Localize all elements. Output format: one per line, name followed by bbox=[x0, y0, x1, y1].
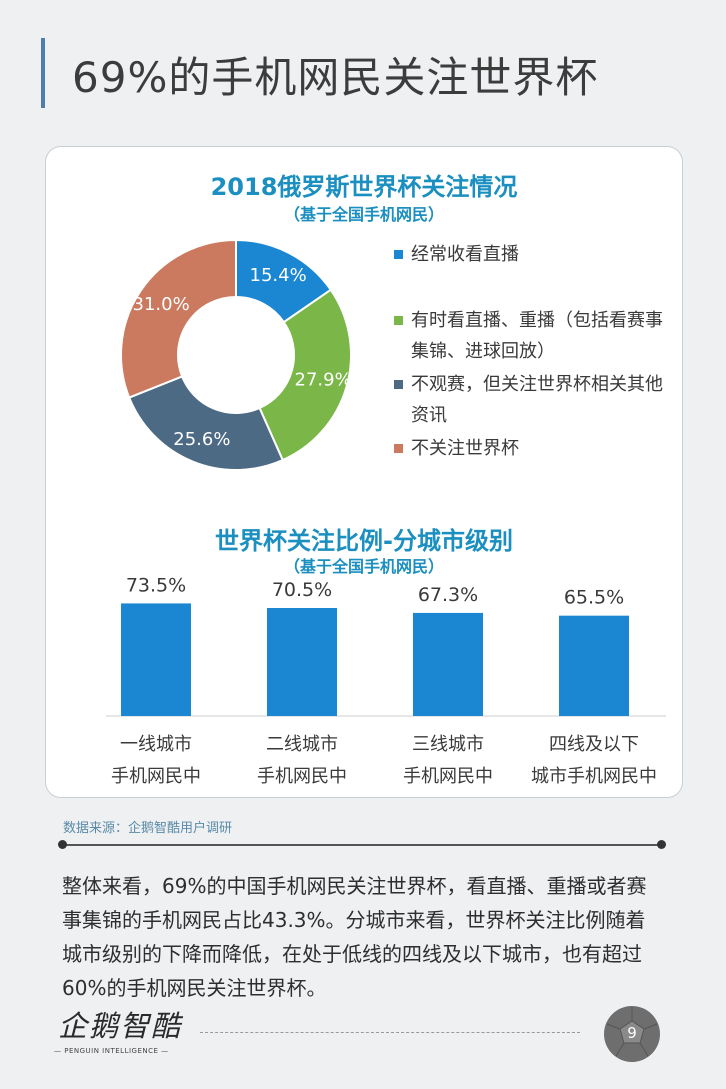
bar-2 bbox=[413, 612, 483, 716]
pie-slice-2 bbox=[127, 375, 285, 471]
footer-dashed-line bbox=[200, 1032, 580, 1033]
pie-slice-label-0: 15.4% bbox=[250, 265, 307, 286]
x-tick-label-1-0: 二线城市 bbox=[266, 734, 338, 755]
divider-line bbox=[62, 844, 662, 846]
logo-subtitle: — PENGUIN INTELLIGENCE — bbox=[54, 1047, 169, 1055]
bar-3 bbox=[559, 615, 629, 716]
pie-slice-label-1: 27.9% bbox=[295, 370, 352, 391]
pie-chart-subtitle: （基于全国手机网民） bbox=[283, 205, 444, 224]
page-number-badge: 9 bbox=[602, 1004, 662, 1064]
x-tick-label-3-1: 城市手机网民中 bbox=[531, 766, 657, 787]
logo-text: 企鹅智酷 bbox=[58, 1009, 183, 1043]
legend-item-2: 不观赛，但关注世界杯相关其他资讯 bbox=[394, 369, 664, 431]
x-tick-label-2-1: 手机网民中 bbox=[403, 766, 493, 787]
donut-chart: 15.4% 27.9% 25.6% 31.0% bbox=[120, 239, 352, 471]
legend-swatch bbox=[394, 316, 403, 325]
data-source: 数据来源：企鹅智酷用户调研 bbox=[63, 821, 233, 836]
legend-swatch bbox=[394, 380, 403, 389]
legend-item-3: 不关注世界杯 bbox=[394, 433, 664, 464]
bar-value-label-1: 70.5% bbox=[272, 579, 332, 601]
bar-chart-title: 世界杯关注比例-分城市级别 bbox=[215, 527, 513, 555]
legend-label: 经常收看直播 bbox=[411, 244, 519, 265]
x-tick-label-3-0: 四线及以下 bbox=[549, 734, 639, 755]
divider-dot-left bbox=[58, 840, 67, 849]
divider-dot-right bbox=[657, 840, 666, 849]
legend-item-1: 有时看直播、重播（包括看赛事集锦、进球回放） bbox=[394, 305, 664, 367]
x-tick-label-1-1: 手机网民中 bbox=[257, 766, 347, 787]
page-title: 69%的手机网民关注世界杯 bbox=[72, 53, 599, 102]
legend-swatch bbox=[394, 250, 403, 259]
bar-value-label-3: 65.5% bbox=[564, 587, 624, 609]
legend-swatch bbox=[394, 444, 403, 453]
x-tick-label-2-0: 三线城市 bbox=[412, 734, 484, 755]
x-tick-label-0-0: 一线城市 bbox=[120, 734, 192, 755]
bar-value-label-0: 73.5% bbox=[126, 577, 186, 596]
x-tick-label-0-1: 手机网民中 bbox=[111, 766, 201, 787]
soccer-ball-icon bbox=[604, 1006, 660, 1062]
bar-chart-subtitle: （基于全国手机网民） bbox=[283, 557, 444, 576]
chart-card: 2018俄罗斯世界杯关注情况 （基于全国手机网民） 15.4% 27.9% 25.6… bbox=[45, 146, 683, 798]
legend-label: 不观赛，但关注世界杯相关其他资讯 bbox=[411, 374, 663, 426]
bar-0 bbox=[121, 603, 191, 716]
summary-text: 整体来看，69%的中国手机网民关注世界杯，看直播、重播或者赛事集锦的手机网民占比… bbox=[62, 874, 647, 1000]
legend-label: 有时看直播、重播（包括看赛事集锦、进球回放） bbox=[411, 310, 663, 362]
bar-1 bbox=[267, 608, 337, 716]
legend-label: 不关注世界杯 bbox=[411, 438, 519, 459]
pie-slice-3 bbox=[120, 239, 237, 399]
pie-slice-label-2: 25.6% bbox=[173, 429, 230, 450]
pie-chart-title: 2018俄罗斯世界杯关注情况 bbox=[210, 173, 518, 201]
page-number: 9 bbox=[627, 1024, 637, 1042]
title-accent-bar bbox=[41, 38, 45, 108]
legend-item-0: 经常收看直播 bbox=[394, 239, 664, 270]
bar-value-label-2: 67.3% bbox=[418, 584, 478, 606]
pie-slice-1 bbox=[258, 288, 352, 462]
penguin-intelligence-logo: 企鹅智酷 — PENGUIN INTELLIGENCE — bbox=[54, 1003, 184, 1063]
pie-slice-label-3: 31.0% bbox=[133, 294, 190, 315]
